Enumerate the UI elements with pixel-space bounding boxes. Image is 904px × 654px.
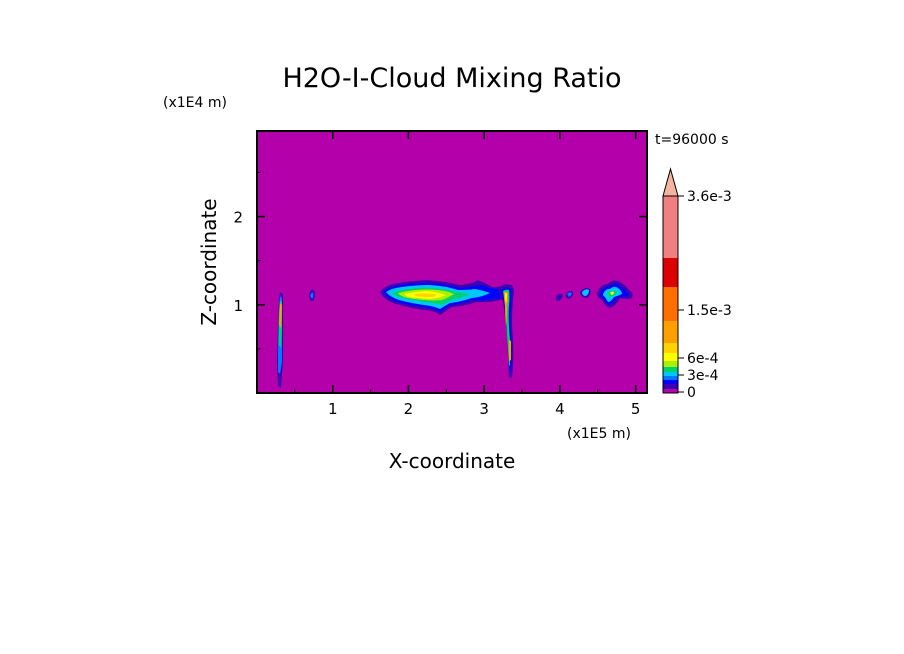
colorbar-band — [663, 343, 678, 353]
feature-level-4 — [279, 303, 282, 328]
colorbar-band — [663, 372, 678, 376]
colorbar-band — [663, 361, 678, 367]
feature-patches-44-49 — [597, 280, 633, 308]
y-tick-label: 1 — [233, 297, 243, 315]
feature-column-right — [498, 284, 514, 378]
feature-level-5 — [509, 340, 511, 361]
colorbar-extend-arrow — [662, 167, 679, 197]
colorbar-band — [663, 353, 678, 361]
y-axis-title: Z-coordinate — [197, 198, 221, 325]
x-scale-label: (x1E5 m) — [567, 426, 631, 442]
plot-background — [257, 131, 647, 393]
colorbar-tick-label: 3e-4 — [687, 368, 719, 384]
feature-level-6 — [505, 292, 507, 304]
feature-level-2 — [501, 287, 512, 372]
x-axis-ticks: 1 2 3 4 5 — [294, 131, 641, 418]
feature-main-cloud — [380, 280, 514, 315]
colorbar-band — [663, 321, 678, 343]
colorbar-band — [663, 376, 678, 380]
cloud-features — [277, 280, 633, 388]
colorbar-tick-label: 0 — [687, 385, 696, 401]
colorbar-band — [663, 380, 678, 384]
colorbar-tick-label: 6e-4 — [687, 351, 719, 367]
x-tick-label: 2 — [404, 400, 414, 418]
y-tick-label: 2 — [233, 209, 243, 227]
x-tick-label: 3 — [479, 400, 489, 418]
colorbar-band — [663, 384, 678, 389]
x-tick-label: 5 — [631, 400, 641, 418]
x-tick-label: 4 — [555, 400, 565, 418]
feature-level-5 — [610, 291, 614, 295]
chart-title: H2O-I-Cloud Mixing Ratio — [282, 63, 621, 94]
feature-level-2 — [310, 292, 314, 299]
feature-level-3 — [503, 289, 510, 366]
colorbar-band — [663, 389, 678, 393]
feature-level-1 — [555, 293, 563, 301]
plot-frame — [256, 130, 648, 394]
colorbar-frame — [662, 195, 679, 394]
time-label: t=96000 s — [655, 132, 729, 148]
colorbar-band — [663, 258, 678, 287]
feature-column-left — [277, 292, 283, 388]
colorbar-band — [663, 367, 678, 372]
feature-patch-075 — [309, 289, 315, 302]
feature-level-5 — [582, 289, 589, 296]
feature-level-4 — [504, 291, 508, 326]
colorbar-tick-label: 1.5e-3 — [687, 303, 732, 319]
colorbar: 3.6e-3 1.5e-3 6e-43e-40 — [662, 167, 732, 401]
feature-level-7 — [414, 293, 436, 297]
x-tick-label: 1 — [328, 400, 338, 418]
x-axis-title: X-coordinate — [389, 449, 516, 473]
colorbar-tick-label: 3.6e-3 — [687, 189, 732, 205]
y-scale-label: (x1E4 m) — [163, 95, 227, 111]
feature-level-3 — [567, 292, 572, 297]
feature-patches-39-42 — [555, 288, 591, 301]
y-axis-ticks: 12 — [233, 171, 647, 350]
colorbar-band — [663, 196, 678, 258]
colorbar-band — [663, 287, 678, 321]
